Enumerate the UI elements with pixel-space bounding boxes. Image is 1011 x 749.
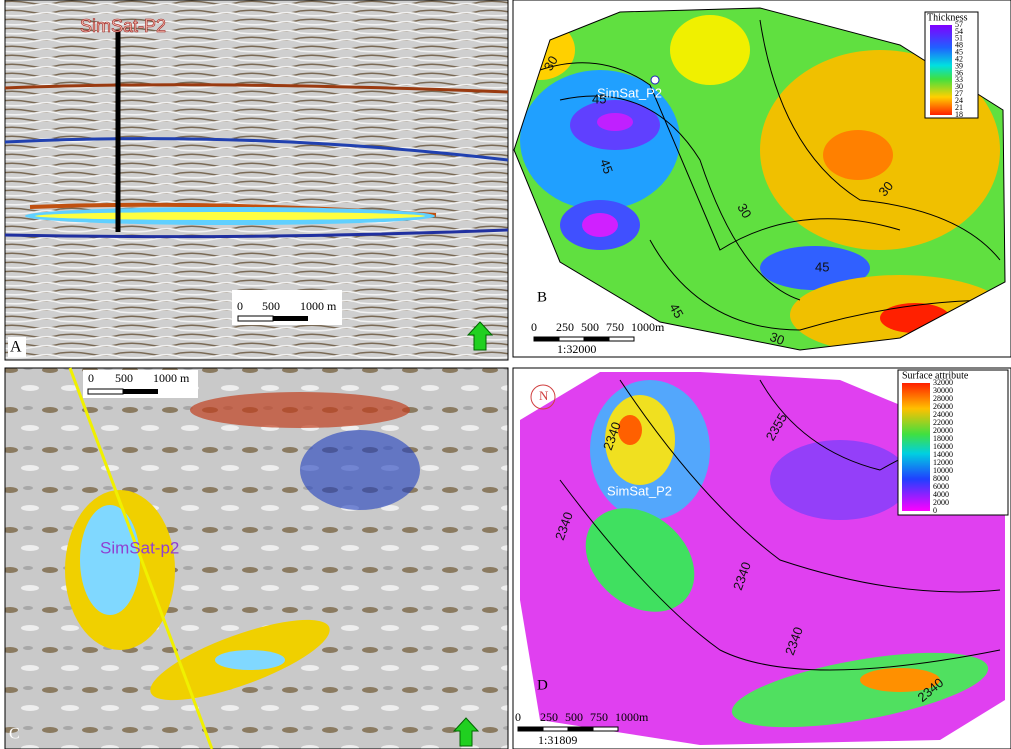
scale-ratio: 1:32000 (557, 342, 596, 356)
panel-label: D (537, 677, 548, 693)
scale-bar (609, 337, 634, 341)
scale-label: 500 (565, 710, 583, 724)
scale-label: 250 (540, 710, 558, 724)
north-label: N (539, 388, 549, 403)
scale-ratio: 1:31809 (538, 733, 577, 747)
panel-d: N SimSat_P2 2340235523552355234023402340… (513, 368, 1011, 749)
bright-spot (35, 212, 425, 220)
scale-label: 1000 m (153, 371, 190, 385)
well-label: SimSat-p2 (100, 538, 179, 557)
panel-a: SimSat-P2 0 500 1000 m A (5, 0, 508, 360)
scale-label: 250 (556, 320, 574, 334)
scale-label: 0 (515, 710, 521, 724)
scale-bar (543, 727, 568, 731)
scale-bar (584, 337, 609, 341)
well-label: SimSat_P2 (597, 85, 662, 100)
contour-label: 45 (815, 259, 829, 274)
scale-bar (593, 727, 618, 731)
scale-label: 500 (581, 320, 599, 334)
scale-label: 0 (531, 320, 537, 334)
scale-label: 500 (115, 371, 133, 385)
legend-colorbar (930, 25, 952, 115)
well-label: SimSat-P2 (80, 16, 166, 36)
scale-bar (273, 316, 308, 321)
scale-label: 1000m (631, 320, 665, 334)
well-label: SimSat_P2 (607, 483, 672, 498)
scale-bar (534, 337, 559, 341)
scale-label: 0 (88, 371, 94, 385)
scale-bar (238, 316, 273, 321)
scale-label: 500 (262, 299, 280, 313)
well-marker (651, 76, 659, 84)
figure: SimSat-P2 0 500 1000 m A SimSat_P2 30454… (0, 0, 1011, 749)
legend-colorbar (902, 383, 930, 511)
panel-label: C (9, 726, 20, 743)
contour-label: 45 (592, 91, 606, 106)
scale-bar (559, 337, 584, 341)
scale-label: 1000 m (300, 299, 337, 313)
scale-label: 750 (590, 710, 608, 724)
scale-bar (568, 727, 593, 731)
scale-label: 1000m (615, 710, 649, 724)
scale-label: 750 (606, 320, 624, 334)
panel-c: SimSat-p2 0 500 1000 m C (5, 368, 508, 749)
legend-tick: 0 (933, 506, 937, 515)
page: {"panels":{ "A":{"label":"A","well":"Sim… (0, 0, 1011, 749)
scale-label: 0 (237, 299, 243, 313)
panel-label: A (10, 339, 22, 356)
panel-label: B (537, 289, 547, 305)
scale-bar (518, 727, 543, 731)
legend-tick: 18 (955, 110, 963, 119)
